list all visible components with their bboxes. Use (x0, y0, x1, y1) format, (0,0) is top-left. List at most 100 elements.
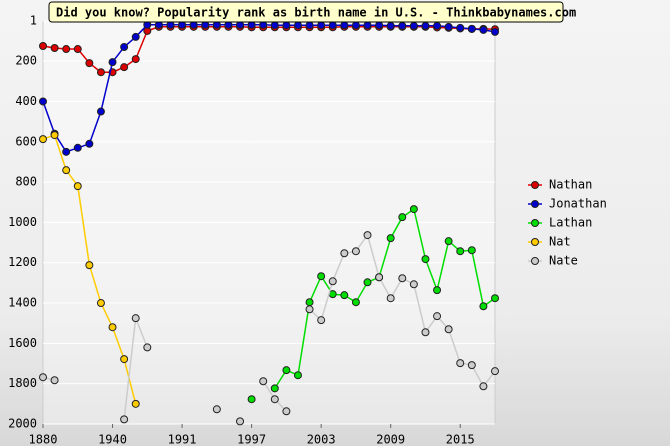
data-point (479, 382, 488, 391)
data-point (236, 417, 245, 426)
x-tick-label: 2009 (376, 433, 405, 446)
data-point (143, 343, 152, 352)
data-point (386, 21, 395, 30)
legend-marker (531, 238, 539, 246)
data-point (491, 367, 499, 376)
legend-label: Jonathan (549, 197, 607, 211)
legend-marker (531, 181, 539, 189)
data-point (409, 205, 418, 214)
data-point (409, 280, 418, 289)
data-point (120, 43, 129, 52)
data-point (108, 323, 117, 332)
data-point (131, 314, 140, 323)
data-point (39, 373, 47, 382)
data-point (317, 21, 326, 30)
data-point (351, 247, 360, 256)
data-point (363, 278, 372, 287)
data-point (212, 405, 221, 414)
data-point (50, 376, 59, 385)
data-point (305, 305, 314, 314)
data-point (433, 21, 442, 30)
data-point (108, 58, 117, 67)
data-point (409, 21, 418, 30)
data-point (282, 407, 291, 416)
legend-label: Nate (549, 254, 578, 268)
data-point (131, 55, 140, 64)
data-point (270, 384, 279, 393)
data-point (328, 21, 337, 30)
data-point (270, 395, 279, 404)
data-point (386, 234, 395, 243)
data-point (96, 107, 105, 116)
chart-title: Did you know? Popularity rank as birth n… (56, 6, 576, 20)
data-point (85, 59, 94, 68)
data-point (444, 237, 453, 246)
data-point (421, 21, 430, 30)
data-point (421, 255, 430, 264)
data-point (305, 298, 314, 307)
data-point (363, 231, 372, 240)
data-point (131, 32, 140, 41)
data-point (73, 143, 82, 152)
data-point (398, 274, 407, 283)
legend-marker (531, 219, 539, 227)
data-point (421, 328, 430, 337)
data-point (305, 21, 314, 30)
y-tick-label: 600 (15, 134, 37, 148)
data-point (433, 312, 442, 321)
legend-label: Lathan (549, 216, 592, 230)
data-point (433, 286, 442, 295)
data-point (120, 415, 129, 424)
data-point (467, 246, 476, 255)
data-point (259, 377, 268, 386)
data-point (491, 27, 499, 36)
legend-marker (531, 200, 539, 208)
data-point (351, 298, 360, 307)
data-point (120, 355, 129, 364)
y-tick-label: 800 (15, 175, 37, 189)
data-point (50, 131, 59, 140)
data-point (293, 21, 302, 30)
data-point (479, 302, 488, 311)
data-point (456, 23, 465, 32)
x-tick-label: 2015 (446, 433, 475, 446)
data-point (39, 97, 47, 106)
data-point (39, 41, 47, 50)
data-point (479, 25, 488, 34)
y-tick-label: 2000 (8, 417, 37, 431)
series-line (42, 26, 496, 73)
data-point (317, 316, 326, 325)
data-point (444, 325, 453, 334)
data-point (73, 182, 82, 191)
data-point (467, 361, 476, 370)
data-point (340, 291, 349, 300)
data-point (39, 135, 47, 144)
data-point (456, 359, 465, 368)
data-point (131, 399, 140, 408)
x-tick-label: 1880 (29, 433, 58, 446)
y-tick-label: 1400 (8, 296, 37, 310)
legend-marker (531, 257, 539, 265)
data-point (85, 139, 94, 148)
x-tick-label: 1940 (98, 433, 127, 446)
y-tick-label: 1000 (8, 215, 37, 229)
data-point (386, 294, 395, 303)
data-point (62, 45, 71, 54)
data-point (96, 299, 105, 308)
y-tick-label: 1800 (8, 376, 37, 390)
data-point (398, 21, 407, 30)
y-tick-label: 1 (30, 14, 37, 28)
data-point (456, 247, 465, 256)
data-point (351, 21, 360, 30)
data-point (282, 366, 291, 375)
data-point (375, 21, 384, 30)
x-tick-label: 1997 (237, 433, 266, 446)
y-tick-label: 1200 (8, 255, 37, 269)
series-line (42, 24, 496, 153)
data-point (62, 147, 71, 156)
data-point (340, 21, 349, 30)
data-point (317, 272, 326, 281)
legend-label: Nat (549, 235, 571, 249)
data-point (120, 63, 129, 72)
data-point (282, 21, 291, 30)
